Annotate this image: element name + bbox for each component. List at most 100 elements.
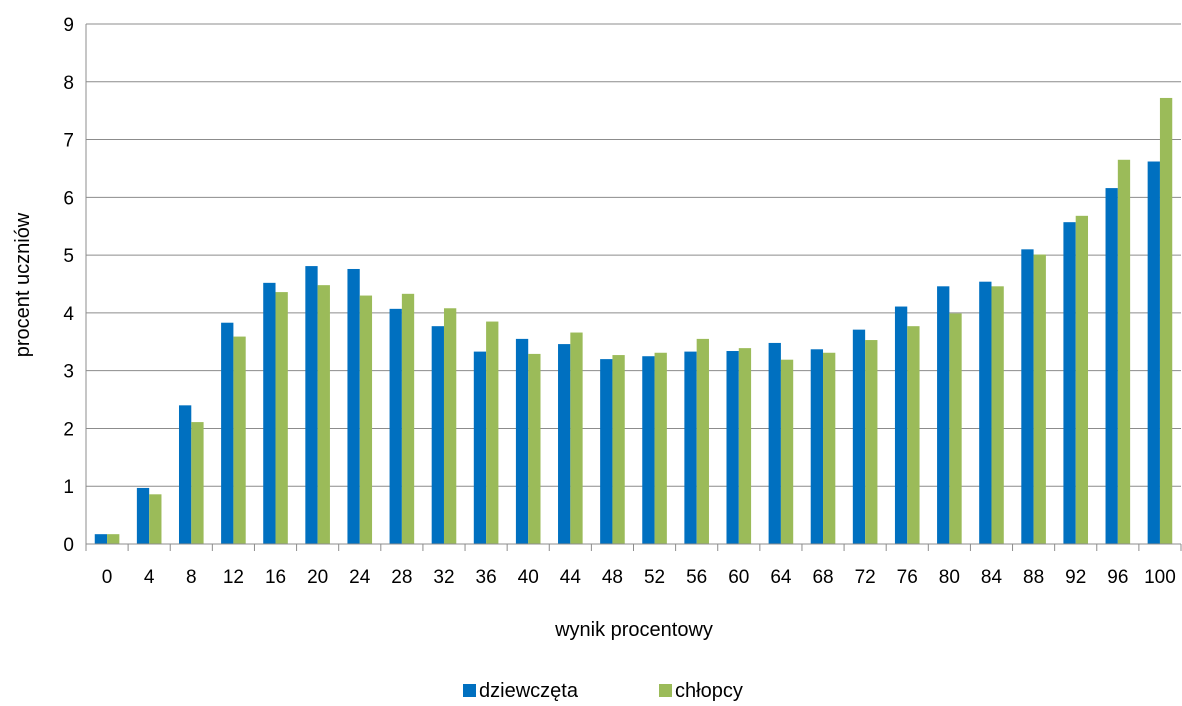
bar-chlopcy xyxy=(107,534,120,544)
legend-label-dziewczeta: dziewczęta xyxy=(479,680,579,702)
bar-dziewczeta xyxy=(1105,188,1118,545)
x-tick-label: 4 xyxy=(144,567,155,588)
bar-dziewczeta xyxy=(558,344,571,544)
x-tick-label: 88 xyxy=(1023,567,1044,588)
bar-dziewczeta xyxy=(894,306,908,544)
bar-dziewczeta xyxy=(600,359,613,544)
x-tick-label: 84 xyxy=(981,567,1003,588)
bar-dziewczeta xyxy=(1021,249,1034,545)
x-tick-label: 76 xyxy=(897,567,918,588)
y-axis-title: procent uczniów xyxy=(12,212,34,357)
bar-chlopcy xyxy=(780,359,794,544)
y-tick-label: 3 xyxy=(63,362,74,383)
x-tick-label: 60 xyxy=(728,567,749,588)
x-tick-label: 36 xyxy=(476,567,497,588)
x-tick-label: 68 xyxy=(812,567,833,588)
x-tick-label: 100 xyxy=(1144,567,1176,588)
bar-chlopcy xyxy=(991,286,1004,544)
bar-dziewczeta xyxy=(305,266,318,544)
y-tick-label: 7 xyxy=(63,131,74,152)
x-tick-label: 16 xyxy=(265,567,286,588)
bar-dziewczeta xyxy=(473,351,487,544)
bar-dziewczeta xyxy=(263,282,276,544)
x-tick-label: 72 xyxy=(855,567,876,588)
x-tick-label: 96 xyxy=(1107,567,1128,588)
bar-dziewczeta xyxy=(221,322,234,544)
bar-dziewczeta xyxy=(515,338,529,544)
y-tick-label: 6 xyxy=(63,188,74,209)
bar-dziewczeta xyxy=(684,351,697,544)
y-tick-label: 1 xyxy=(63,477,74,498)
bar-chlopcy xyxy=(275,292,288,544)
legend-label-chlopcy: chłopcy xyxy=(675,680,743,702)
x-tick-label: 20 xyxy=(307,567,328,588)
y-tick-labels: 0 1 2 3 4 5 6 7 8 9 xyxy=(63,15,74,556)
x-tick-label: 40 xyxy=(518,567,539,588)
bar-chlopcy xyxy=(486,321,499,544)
bar-dziewczeta xyxy=(852,329,866,544)
bar-chlopcy xyxy=(317,285,330,544)
x-tick-label: 44 xyxy=(560,567,582,588)
x-tick-label: 48 xyxy=(602,567,623,588)
bar-dziewczeta xyxy=(810,349,824,544)
y-tick-label: 8 xyxy=(63,73,74,94)
bar-chlopcy xyxy=(149,494,162,544)
bar-chlopcy xyxy=(1075,215,1089,545)
x-tick-label: 32 xyxy=(433,567,454,588)
bar-dziewczeta xyxy=(136,487,150,544)
legend-swatch-chlopcy xyxy=(659,684,672,697)
bar-chlopcy xyxy=(823,352,836,544)
legend-swatch-dziewczeta xyxy=(463,684,476,697)
bar-dziewczeta xyxy=(1147,161,1160,544)
gridlines xyxy=(86,23,1181,487)
bar-chlopcy xyxy=(865,340,878,544)
bar-chlopcy xyxy=(1033,254,1046,545)
y-tick-label: 0 xyxy=(63,535,74,556)
x-tick-label: 28 xyxy=(391,567,412,588)
bar-dziewczeta xyxy=(389,308,402,544)
bar-dziewczeta xyxy=(768,342,781,544)
axes xyxy=(85,24,1182,551)
bar-chlopcy xyxy=(612,355,625,544)
bar-chlopcy xyxy=(443,308,457,544)
y-tick-label: 2 xyxy=(63,419,74,440)
bar-dziewczeta xyxy=(431,326,444,544)
bar-chlopcy xyxy=(738,348,752,544)
x-tick-label: 64 xyxy=(770,567,792,588)
bar-chlopcy xyxy=(359,295,373,544)
bar-chlopcy xyxy=(654,352,667,544)
bar-dziewczeta xyxy=(347,268,360,544)
bar-dziewczeta xyxy=(937,286,950,544)
x-tick-label: 12 xyxy=(223,567,244,588)
bar-chlopcy xyxy=(191,422,204,544)
bar-dziewczeta xyxy=(1063,222,1076,544)
bar-dziewczeta xyxy=(726,351,739,544)
y-tick-label: 5 xyxy=(63,246,74,267)
x-tick-label: 80 xyxy=(939,567,960,588)
x-tick-label: 24 xyxy=(349,567,371,588)
bar-chlopcy xyxy=(401,293,415,544)
bar-dziewczeta xyxy=(979,281,992,544)
y-tick-label: 9 xyxy=(63,15,74,36)
bar-chlopcy xyxy=(1159,97,1173,544)
y-tick-label: 4 xyxy=(63,304,74,325)
bar-dziewczeta xyxy=(642,356,655,544)
bar-dziewczeta xyxy=(178,405,192,544)
x-tick-labels: 0 4 8 12 16 20 24 28 32 36 40 44 48 52 56 60 64 68 72 76 80 8… xyxy=(102,567,1176,588)
bar-dziewczeta xyxy=(94,534,108,544)
x-tick-label: 56 xyxy=(686,567,707,588)
bar-chlopcy xyxy=(949,313,962,544)
x-tick-label: 8 xyxy=(186,567,197,588)
bar-chlopcy xyxy=(570,332,583,544)
bar-chlopcy xyxy=(233,336,246,544)
x-axis-title: wynik procentowy xyxy=(554,619,713,641)
x-tick-label: 52 xyxy=(644,567,665,588)
legend: dziewczęta chłopcy xyxy=(463,680,743,702)
bar-chlopcy xyxy=(696,338,709,544)
x-tick-label: 92 xyxy=(1065,567,1086,588)
bar-chlopcy xyxy=(1117,159,1131,544)
x-tick-label: 0 xyxy=(102,567,113,588)
bar-chlopcy xyxy=(528,353,541,544)
bar-chlopcy xyxy=(907,326,920,544)
